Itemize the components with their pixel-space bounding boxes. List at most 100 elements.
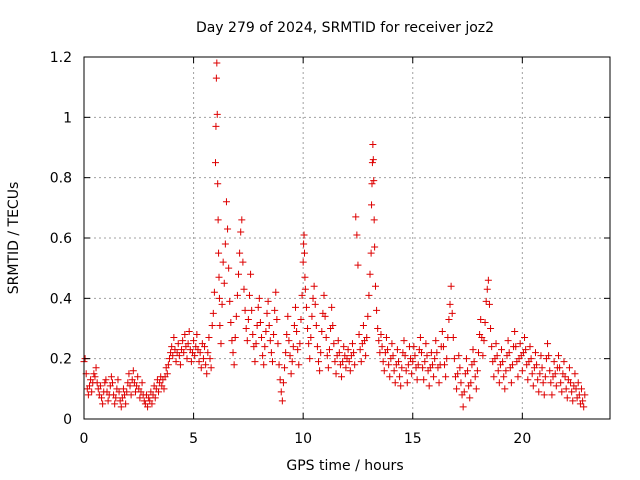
data-point — [119, 385, 127, 393]
data-point — [181, 331, 189, 339]
data-point — [174, 340, 182, 348]
data-point — [331, 358, 339, 366]
data-point — [470, 358, 478, 366]
data-point — [352, 213, 360, 221]
data-point — [472, 385, 480, 393]
data-point — [176, 361, 184, 369]
data-point — [218, 300, 226, 308]
data-point — [411, 352, 419, 360]
data-point — [419, 364, 427, 372]
data-point — [84, 391, 92, 399]
data-point — [247, 270, 255, 278]
data-point — [534, 376, 542, 384]
data-point — [197, 364, 205, 372]
data-point — [317, 349, 325, 357]
data-point — [345, 358, 353, 366]
data-point — [479, 352, 487, 360]
data-point — [252, 340, 260, 348]
data-point — [210, 288, 218, 296]
data-point — [346, 367, 354, 375]
data-point — [366, 270, 374, 278]
data-point — [294, 346, 302, 354]
y-tick-label: 0.6 — [50, 231, 72, 247]
data-point — [209, 309, 217, 317]
data-point — [224, 225, 232, 233]
data-point — [322, 334, 330, 342]
data-point — [301, 285, 309, 293]
data-point — [547, 379, 555, 387]
data-point — [344, 346, 352, 354]
data-point — [307, 334, 315, 342]
data-point — [115, 388, 123, 396]
data-point — [565, 364, 573, 372]
data-point — [403, 379, 411, 387]
data-point — [502, 367, 510, 375]
data-point — [179, 337, 187, 345]
data-point — [504, 337, 512, 345]
data-point — [492, 340, 500, 348]
data-point — [390, 367, 398, 375]
data-point — [213, 59, 221, 67]
data-point — [196, 349, 204, 357]
data-point — [136, 394, 144, 402]
data-point — [397, 382, 405, 390]
data-point — [369, 140, 377, 148]
data-point — [464, 367, 472, 375]
data-point — [527, 355, 535, 363]
data-point — [501, 385, 509, 393]
data-point — [456, 364, 464, 372]
data-point — [370, 177, 378, 185]
data-point — [581, 391, 589, 399]
data-point — [393, 346, 401, 354]
data-point — [215, 294, 223, 302]
data-point — [93, 379, 101, 387]
data-point — [287, 370, 295, 378]
data-point — [450, 355, 458, 363]
data-point — [268, 358, 276, 366]
axis-tick-labels: 0 0.2 0.4 0.6 0.8 1 1.2 0 5 10 15 20 — [50, 50, 532, 447]
data-point — [389, 352, 397, 360]
data-point — [108, 379, 116, 387]
data-point — [164, 361, 172, 369]
data-point — [473, 367, 481, 375]
data-point — [455, 352, 463, 360]
chart-title: Day 279 of 2024, SRMTID for receiver joz… — [196, 20, 494, 36]
data-point — [122, 400, 130, 408]
data-point — [544, 340, 552, 348]
data-point — [400, 337, 408, 345]
data-point — [377, 331, 385, 339]
data-point — [263, 309, 271, 317]
data-point — [175, 352, 183, 360]
data-point — [235, 270, 243, 278]
data-point — [266, 337, 274, 345]
data-point — [255, 294, 263, 302]
data-point — [398, 364, 406, 372]
data-point — [267, 349, 275, 357]
data-point — [404, 361, 412, 369]
data-point — [216, 321, 224, 329]
data-point — [353, 231, 361, 239]
data-point — [145, 394, 153, 402]
data-point — [516, 340, 524, 348]
data-point — [401, 352, 409, 360]
data-points — [80, 59, 589, 411]
y-tick-label: 1 — [63, 110, 72, 126]
data-point — [567, 379, 575, 387]
data-point — [309, 294, 317, 302]
data-point — [190, 337, 198, 345]
data-point — [98, 394, 106, 402]
data-point — [386, 373, 394, 381]
data-point — [328, 303, 336, 311]
data-point — [316, 367, 324, 375]
data-point — [117, 403, 125, 411]
data-point — [447, 282, 455, 290]
data-point — [545, 352, 553, 360]
data-point — [528, 370, 536, 378]
data-point — [228, 337, 236, 345]
data-point — [315, 358, 323, 366]
data-point — [274, 340, 282, 348]
data-point — [467, 379, 475, 387]
data-point — [488, 343, 496, 351]
data-point — [508, 361, 516, 369]
data-point — [457, 379, 465, 387]
